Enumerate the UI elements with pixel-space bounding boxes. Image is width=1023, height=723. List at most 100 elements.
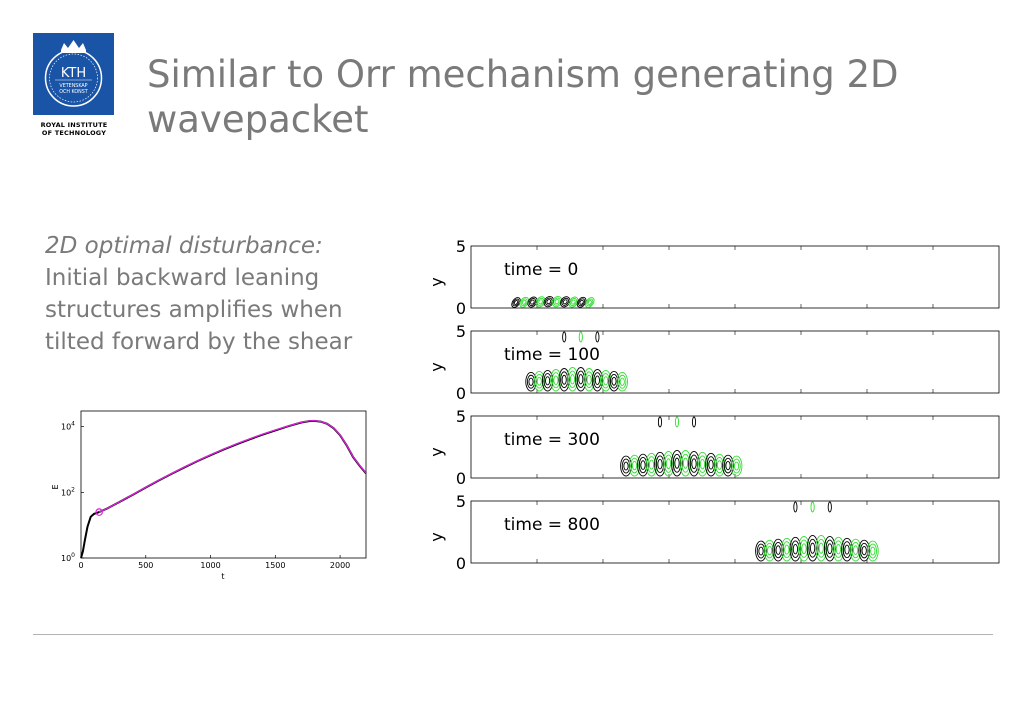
negative-contour [611, 376, 617, 386]
positive-contour [568, 370, 577, 388]
contour-ytick-label: 5 [456, 407, 466, 426]
positive-contour [569, 298, 578, 307]
positive-contour [554, 299, 560, 305]
negative-contour [657, 416, 663, 428]
wavepacket-contours [755, 501, 879, 562]
negative-contour [825, 539, 835, 558]
positive-contour [733, 461, 740, 471]
positive-contour [799, 539, 809, 558]
negative-contour [841, 537, 853, 562]
negative-contour [844, 544, 850, 555]
energy-series-line-2 [98, 420, 367, 513]
positive-contour [578, 331, 583, 343]
contour-panel-2: 0 5 y time = 100 [428, 322, 1000, 403]
negative-contour [691, 416, 697, 428]
negative-contour [620, 455, 632, 477]
wavepacket-contours [620, 416, 743, 477]
negative-contour [758, 546, 764, 556]
energy-xtick-label: 0 [78, 561, 83, 570]
negative-contour [530, 299, 535, 305]
positive-contour [730, 455, 743, 477]
kth-logo-motto-2: OCH KONST [59, 89, 88, 95]
negative-contour [756, 543, 766, 559]
negative-contour [654, 451, 666, 477]
energy-xlabel: t [221, 572, 224, 581]
negative-contour [861, 545, 867, 556]
negative-contour [808, 538, 817, 558]
contour-panel-label: time = 0 [504, 260, 578, 280]
positive-contour [681, 453, 690, 473]
positive-contour [535, 373, 544, 389]
energy-ylabel: E [51, 484, 60, 489]
positive-contour [553, 375, 559, 385]
negative-contour [705, 452, 717, 477]
positive-contour [553, 297, 561, 306]
energy-ytick-label: 104 [61, 421, 75, 432]
energy-xtick-label: 500 [138, 561, 153, 570]
contour-ylabel: y [428, 532, 446, 541]
contour-ylabel: y [428, 277, 446, 286]
negative-contour [773, 542, 783, 559]
negative-contour [842, 541, 852, 559]
energy-ytick-base: 10 [61, 423, 71, 432]
contour-panel-label: time = 300 [504, 430, 600, 450]
positive-contour [568, 296, 579, 308]
negative-contour [858, 539, 871, 562]
positive-contour [835, 543, 842, 555]
positive-contour [600, 370, 612, 392]
contour-ytick-label: 0 [456, 469, 466, 488]
positive-contour [713, 453, 726, 477]
negative-contour [575, 367, 587, 392]
positive-contour [536, 376, 542, 386]
contour-ytick-label: 0 [456, 384, 466, 403]
negative-contour [562, 331, 567, 343]
wavepacket-contour-figure: 0 5 y time = 0 0 5 y time = 100 0 5 y time = 300 0 5 y… [428, 237, 1000, 572]
negative-contour [561, 374, 567, 385]
energy-ytick-base: 10 [61, 554, 71, 563]
positive-contour [852, 545, 859, 555]
positive-contour [816, 538, 826, 558]
positive-contour [616, 372, 628, 392]
contour-panel-frame [470, 415, 1000, 479]
negative-contour [579, 299, 584, 305]
negative-contour [513, 300, 519, 305]
negative-contour [595, 331, 600, 343]
negative-contour [562, 299, 568, 305]
negative-contour [623, 461, 629, 471]
positive-contour [569, 374, 576, 385]
contour-panel-3: 0 5 y time = 300 [428, 407, 1000, 488]
kth-crest-icon: KTH VETENSKAP OCH KONST [44, 40, 103, 107]
negative-contour [545, 376, 551, 386]
negative-contour [775, 545, 781, 555]
energy-plot-frame [80, 410, 367, 559]
negative-contour [723, 457, 733, 474]
negative-contour [608, 371, 620, 392]
energy-start-marker [95, 508, 103, 516]
positive-contour [566, 367, 579, 392]
positive-contour [521, 299, 527, 305]
positive-contour [533, 371, 545, 392]
positive-contour [603, 376, 609, 386]
contour-panel-frame [470, 245, 1000, 309]
negative-contour [691, 458, 697, 470]
body-text: 2D optimal disturbance: Initial backward… [45, 230, 430, 358]
negative-contour [528, 377, 534, 386]
positive-contour [538, 299, 543, 305]
kth-caption-line1: ROYAL INSTITUTE [40, 121, 108, 129]
positive-contour [662, 450, 675, 477]
positive-contour [870, 546, 876, 556]
negative-contour [823, 535, 836, 562]
negative-contour [772, 538, 785, 562]
positive-contour [551, 372, 560, 389]
kth-logo-motto-1: VETENSKAP [59, 83, 87, 89]
positive-contour [674, 416, 680, 428]
positive-contour [618, 374, 627, 389]
positive-contour [665, 458, 672, 470]
negative-contour [827, 501, 832, 513]
positive-contour [645, 452, 658, 477]
positive-contour [782, 541, 792, 559]
kth-caption-line2: OF TECHNOLOGY [41, 129, 107, 137]
positive-contour [619, 377, 625, 386]
positive-contour [784, 544, 790, 555]
